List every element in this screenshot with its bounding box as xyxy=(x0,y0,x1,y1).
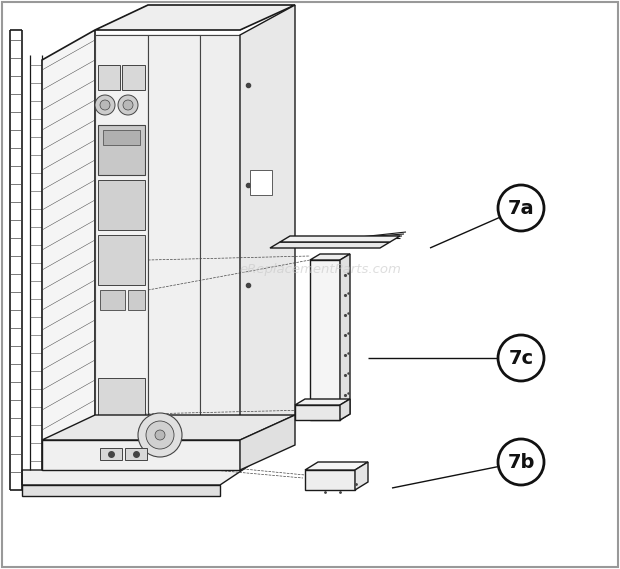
Polygon shape xyxy=(22,430,280,485)
Polygon shape xyxy=(355,462,368,490)
Polygon shape xyxy=(42,30,95,470)
Polygon shape xyxy=(295,399,350,405)
Polygon shape xyxy=(98,378,145,420)
Polygon shape xyxy=(98,65,120,90)
Circle shape xyxy=(95,95,115,115)
Polygon shape xyxy=(240,5,295,440)
Circle shape xyxy=(498,439,544,485)
Polygon shape xyxy=(148,35,200,440)
Polygon shape xyxy=(128,290,145,310)
Polygon shape xyxy=(270,242,390,248)
Polygon shape xyxy=(125,448,147,460)
Polygon shape xyxy=(42,415,295,440)
Polygon shape xyxy=(100,290,125,310)
Circle shape xyxy=(155,430,165,440)
Text: 7c: 7c xyxy=(508,348,534,368)
Polygon shape xyxy=(42,440,240,470)
Polygon shape xyxy=(250,170,272,195)
Polygon shape xyxy=(200,35,240,440)
Polygon shape xyxy=(305,462,368,470)
Polygon shape xyxy=(98,125,145,175)
Polygon shape xyxy=(22,485,220,496)
Polygon shape xyxy=(305,470,355,490)
Polygon shape xyxy=(310,260,340,420)
Polygon shape xyxy=(95,35,240,440)
Polygon shape xyxy=(122,65,145,90)
Circle shape xyxy=(118,95,138,115)
Circle shape xyxy=(123,100,133,110)
Text: 7b: 7b xyxy=(507,452,534,472)
Polygon shape xyxy=(280,236,400,242)
Polygon shape xyxy=(98,180,145,230)
Polygon shape xyxy=(240,415,295,470)
Polygon shape xyxy=(95,35,148,440)
Circle shape xyxy=(498,335,544,381)
Polygon shape xyxy=(340,254,350,420)
Polygon shape xyxy=(100,448,122,460)
Polygon shape xyxy=(98,235,145,285)
Circle shape xyxy=(498,185,544,231)
Polygon shape xyxy=(103,130,140,145)
Text: eReplacementParts.com: eReplacementParts.com xyxy=(239,263,401,276)
Circle shape xyxy=(100,100,110,110)
Polygon shape xyxy=(310,254,350,260)
Circle shape xyxy=(146,421,174,449)
Circle shape xyxy=(138,413,182,457)
Polygon shape xyxy=(340,399,350,420)
Text: 7a: 7a xyxy=(508,199,534,217)
Polygon shape xyxy=(295,405,340,420)
Polygon shape xyxy=(95,5,295,30)
